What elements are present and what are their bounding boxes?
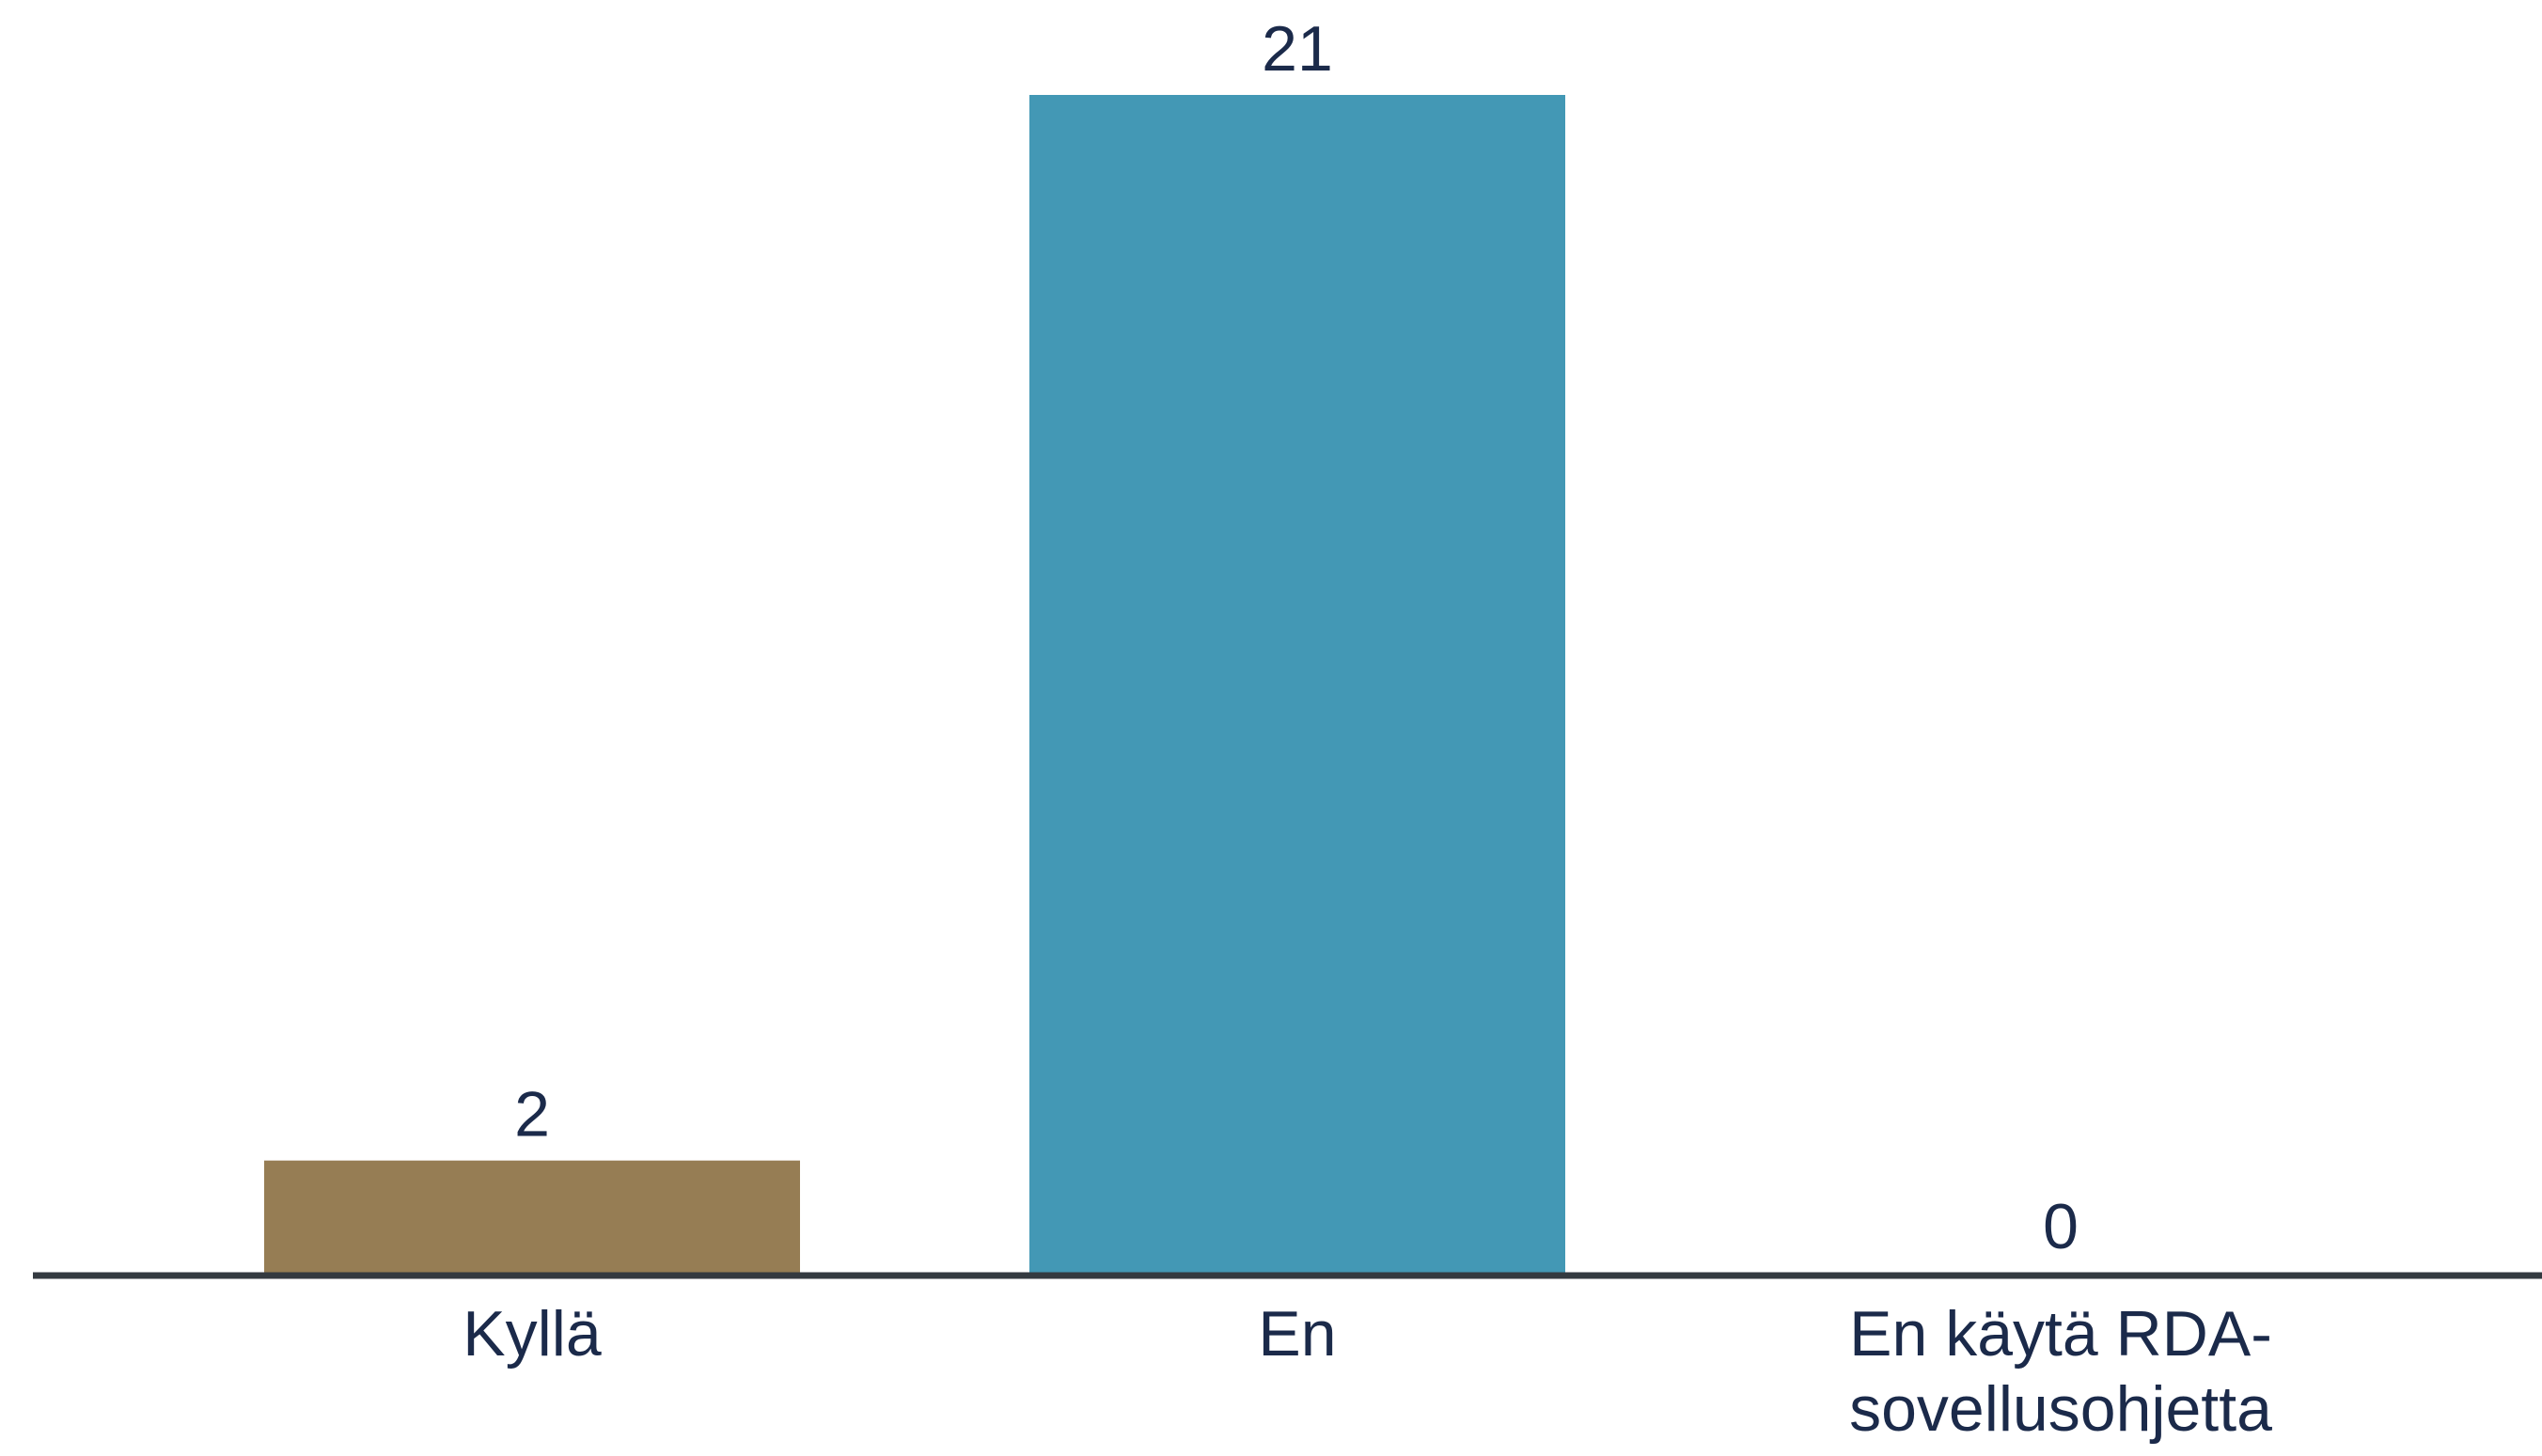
data-label-1: 21 [1262,13,1333,85]
category-label-1: En [1258,1298,1336,1370]
bar-0 [264,1160,800,1273]
category-label-2-line-1: sovellusohjetta [1849,1373,2272,1445]
category-label-2-line-0: En käytä RDA- [1849,1298,2272,1370]
category-labels-layer: Kyllä En En käytä RDA-sovellusohjetta [463,1298,2272,1445]
category-label-1-line-0: En [1258,1298,1336,1370]
bar-1 [1029,95,1565,1273]
data-label-0: 2 [514,1079,550,1151]
category-label-2: En käytä RDA-sovellusohjetta [1849,1298,2272,1445]
data-label-2: 0 [2043,1191,2079,1262]
bars-layer [264,95,1565,1273]
category-label-0: Kyllä [463,1298,602,1370]
data-labels-layer: 2 21 0 [514,13,2079,1262]
category-label-0-line-0: Kyllä [463,1298,602,1370]
